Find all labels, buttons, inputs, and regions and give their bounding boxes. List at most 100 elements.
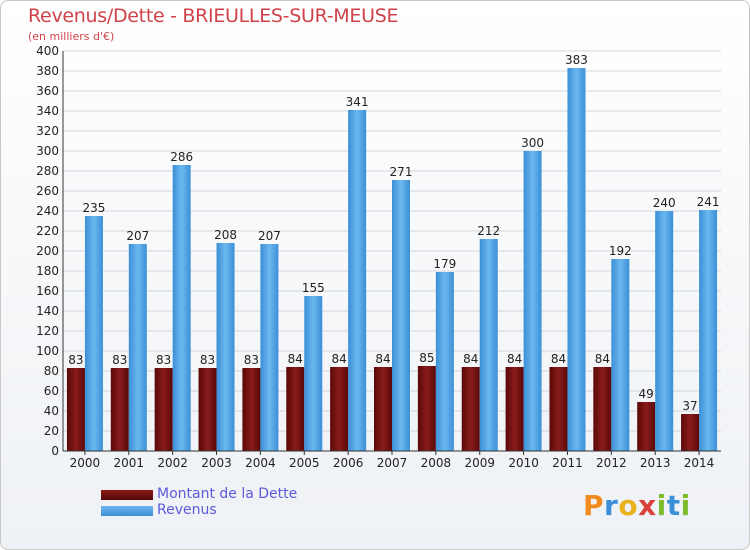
y-tick-label: 60	[44, 384, 59, 398]
bar-revenus-2001	[128, 244, 147, 451]
bar-dette-2006	[330, 367, 349, 451]
data-label-revenus: 235	[82, 201, 105, 215]
data-label-dette: 84	[331, 352, 346, 366]
y-tick-label: 260	[36, 184, 59, 198]
data-label-revenus: 271	[390, 165, 413, 179]
x-tick-label: 2012	[596, 456, 627, 470]
x-tick-label: 2011	[552, 456, 583, 470]
bar-revenus-2012	[611, 259, 630, 451]
data-label-dette: 84	[507, 352, 522, 366]
x-tick-label: 2006	[333, 456, 364, 470]
data-label-dette: 84	[375, 352, 390, 366]
bar-revenus-2011	[567, 68, 586, 451]
x-tick-label: 2000	[70, 456, 101, 470]
bar-revenus-2005	[304, 296, 323, 451]
proxiti-logo: Proxiti	[583, 489, 691, 522]
y-tick-label: 280	[36, 164, 59, 178]
bar-dette-2009	[461, 367, 480, 451]
bar-dette-2002	[154, 368, 173, 451]
logo-letter: x	[638, 489, 657, 522]
bar-revenus-2003	[216, 243, 235, 451]
data-label-dette: 49	[639, 387, 654, 401]
bar-revenus-2013	[655, 211, 674, 451]
y-tick-label: 100	[36, 344, 59, 358]
y-tick-label: 120	[36, 324, 59, 338]
data-label-dette: 83	[200, 353, 215, 367]
bar-dette-2010	[505, 367, 524, 451]
data-label-dette: 83	[68, 353, 83, 367]
x-tick-label: 2003	[201, 456, 232, 470]
data-label-revenus: 207	[258, 229, 281, 243]
x-tick-label: 2014	[684, 456, 715, 470]
bar-revenus-2010	[523, 151, 542, 451]
y-tick-label: 0	[51, 444, 59, 458]
data-label-revenus: 240	[653, 196, 676, 210]
x-tick-label: 2001	[114, 456, 145, 470]
bar-revenus-2007	[392, 180, 410, 451]
data-label-dette: 84	[288, 352, 303, 366]
legend-label-dette: Montant de la Dette	[157, 486, 298, 502]
data-label-dette: 83	[156, 353, 171, 367]
x-tick-label: 2008	[421, 456, 452, 470]
logo-letter: i	[680, 489, 691, 522]
y-axis-ticks: 0 20 40 60 80 100 120 140 160 180 200 220 240 260 280 3…	[36, 44, 59, 458]
data-label-dette: 84	[463, 352, 478, 366]
data-label-revenus: 208	[214, 228, 237, 242]
x-tick-label: 2004	[245, 456, 276, 470]
y-tick-label: 140	[36, 304, 59, 318]
chart-subtitle: (en milliers d'€)	[28, 30, 115, 43]
axes	[62, 51, 721, 452]
y-tick-label: 240	[36, 204, 59, 218]
bar-dette-2013	[637, 402, 656, 451]
bar-dette-2007	[374, 367, 392, 451]
x-tick-label: 2007	[377, 456, 408, 470]
y-tick-label: 400	[36, 44, 59, 58]
y-tick-label: 340	[36, 104, 59, 118]
y-tick-label: 80	[44, 364, 59, 378]
bar-revenus-2006	[348, 110, 367, 451]
bar-dette-2001	[110, 368, 129, 451]
data-label-revenus: 300	[521, 136, 544, 150]
bar-dette-2012	[593, 367, 612, 451]
logo-letter: i	[656, 489, 667, 522]
y-tick-label: 360	[36, 84, 59, 98]
data-label-revenus: 341	[346, 95, 369, 109]
data-label-revenus: 212	[477, 224, 500, 238]
logo-letter: t	[666, 489, 681, 522]
y-tick-label: 180	[36, 264, 59, 278]
y-tick-label: 40	[44, 404, 59, 418]
bar-dette-2011	[549, 367, 568, 451]
x-tick-label: 2002	[157, 456, 188, 470]
logo-letter: r	[604, 489, 619, 522]
bar-dette-2000	[66, 368, 85, 451]
bar-dette-2003	[198, 368, 217, 451]
bar-revenus-2004	[260, 244, 279, 451]
y-tick-label: 320	[36, 124, 59, 138]
x-tick-label: 2005	[289, 456, 320, 470]
data-label-revenus: 286	[170, 150, 193, 164]
bar-revenus-2009	[479, 239, 498, 451]
bar-revenus-2008	[435, 272, 454, 451]
bar-dette-2005	[286, 367, 305, 451]
y-tick-label: 20	[44, 424, 59, 438]
bar-revenus-2000	[84, 216, 103, 451]
bar-revenus-2014	[699, 210, 718, 451]
data-label-revenus: 155	[302, 281, 325, 295]
bar-dette-2004	[242, 368, 261, 451]
logo-letter: o	[618, 489, 639, 522]
data-label-revenus: 192	[609, 244, 632, 258]
legend-swatch-dette	[101, 490, 153, 500]
logo-letter: P	[583, 489, 605, 522]
x-tick-label: 2010	[508, 456, 539, 470]
bar-revenus-2002	[172, 165, 191, 451]
data-label-revenus: 207	[126, 229, 149, 243]
y-tick-label: 160	[36, 284, 59, 298]
x-tick-label: 2009	[464, 456, 495, 470]
y-tick-label: 200	[36, 244, 59, 258]
data-label-dette: 83	[244, 353, 259, 367]
data-label-revenus: 179	[433, 257, 456, 271]
bars	[66, 68, 718, 451]
data-label-dette: 84	[551, 352, 566, 366]
data-label-revenus: 383	[565, 53, 588, 67]
